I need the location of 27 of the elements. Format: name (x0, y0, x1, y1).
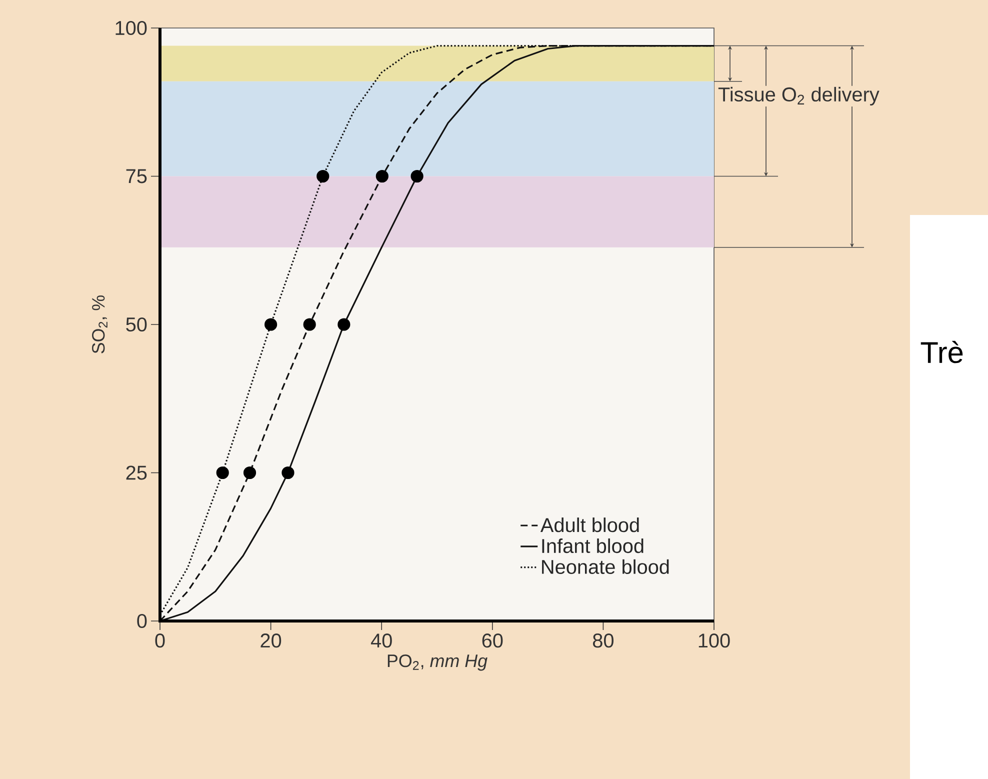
point (243, 466, 256, 480)
x-tick-label: 80 (592, 634, 614, 648)
x-tick-label: 60 (482, 634, 503, 648)
text: Tissue O$_{2}$ delivery (718, 86, 880, 106)
y-axis-title: SO$_{2}$, % (92, 295, 108, 354)
x-tick-label: 0 (155, 634, 165, 648)
x-axis-title: PO$_{2}$, mm Hg (388, 654, 488, 671)
y-tick-label: 0 (137, 614, 147, 628)
legend-label: Infant blood (542, 538, 644, 554)
legend-label: Adult blood (540, 518, 639, 532)
y-tick-label: 50 (126, 317, 147, 332)
point (376, 170, 388, 183)
x-tick-label: 40 (370, 634, 392, 648)
point (410, 170, 424, 183)
point (282, 466, 294, 480)
x-tick-label: 20 (260, 634, 282, 648)
legend-label: Neonate blood (542, 559, 669, 574)
point (316, 170, 330, 183)
point (303, 318, 316, 331)
point (216, 466, 229, 480)
y-tick-label: 75 (126, 169, 147, 184)
point (338, 318, 350, 331)
y-tick-label: 25 (126, 466, 147, 480)
point (264, 318, 278, 331)
text: Trè (920, 340, 963, 364)
y-tick-label: 100 (116, 20, 147, 36)
x-tick-label: 100 (698, 634, 730, 648)
